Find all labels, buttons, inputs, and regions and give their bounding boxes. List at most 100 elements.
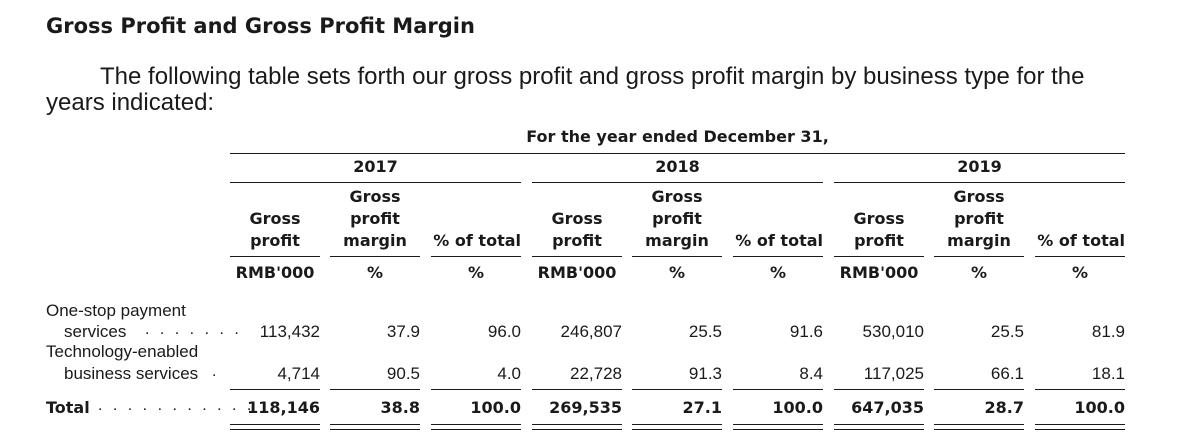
total-cell: 100.0 bbox=[470, 398, 521, 417]
row-label-line1: Technology-enabled bbox=[46, 342, 199, 361]
cell: 25.5 bbox=[990, 322, 1024, 341]
col-header-profit: profit bbox=[552, 231, 602, 250]
col-rule bbox=[632, 256, 722, 257]
total-cell: 28.7 bbox=[984, 398, 1024, 417]
row-label-line1: One-stop payment bbox=[46, 301, 186, 320]
sum-rule bbox=[632, 389, 722, 390]
unit-pct: % bbox=[366, 263, 384, 282]
intro-paragraph: The following table sets forth our gross… bbox=[46, 64, 1136, 116]
col-rule bbox=[1035, 256, 1125, 257]
leader-dots: . . . . . . . bbox=[145, 321, 242, 338]
col-header-profit: profit bbox=[250, 231, 300, 250]
sum-rule bbox=[431, 389, 521, 390]
intro-text: The following table sets forth our gross… bbox=[46, 63, 1085, 116]
sum-rule bbox=[733, 389, 823, 390]
unit-rmb: RMB'000 bbox=[537, 263, 617, 282]
unit-rmb: RMB'000 bbox=[839, 263, 919, 282]
total-double-rule bbox=[330, 424, 420, 430]
unit-pct: % bbox=[1071, 263, 1089, 282]
col-rule bbox=[230, 256, 320, 257]
cell: 4,714 bbox=[277, 364, 320, 383]
unit-pct: % bbox=[668, 263, 686, 282]
col-header-margin-l3: margin bbox=[343, 231, 407, 250]
cell: 90.5 bbox=[386, 364, 420, 383]
total-double-rule bbox=[934, 424, 1024, 430]
total-cell: 118,146 bbox=[247, 398, 320, 417]
total-cell: 38.8 bbox=[380, 398, 420, 417]
row-label-line2: business services bbox=[64, 364, 199, 383]
col-header-gross: Gross bbox=[551, 209, 603, 228]
sum-rule bbox=[230, 389, 320, 390]
col-header-margin-l3: margin bbox=[645, 231, 709, 250]
unit-pct: % bbox=[970, 263, 988, 282]
col-header-pct-total: % of total bbox=[1037, 231, 1125, 250]
cell: 91.3 bbox=[688, 364, 722, 383]
col-header-margin-l1: Gross bbox=[953, 187, 1005, 206]
sum-rule bbox=[1035, 389, 1125, 390]
total-cell: 647,035 bbox=[851, 398, 924, 417]
period-header: For the year ended December 31, bbox=[526, 127, 829, 146]
sum-rule bbox=[834, 389, 924, 390]
cell: 4.0 bbox=[497, 364, 521, 383]
cell: 37.9 bbox=[386, 322, 420, 341]
col-header-pct-total: % of total bbox=[433, 231, 521, 250]
cell: 91.6 bbox=[789, 322, 823, 341]
col-header-margin-l1: Gross bbox=[651, 187, 703, 206]
total-double-rule bbox=[532, 424, 622, 430]
leader-dots: . bbox=[212, 363, 220, 380]
col-rule bbox=[330, 256, 420, 257]
year-rule-2017 bbox=[230, 182, 521, 183]
col-header-margin-l3: margin bbox=[947, 231, 1011, 250]
col-rule bbox=[733, 256, 823, 257]
unit-pct: % bbox=[467, 263, 485, 282]
unit-rmb: RMB'000 bbox=[235, 263, 315, 282]
cell: 81.9 bbox=[1091, 322, 1125, 341]
cell: 18.1 bbox=[1091, 364, 1125, 383]
year-2017: 2017 bbox=[353, 157, 398, 176]
year-2018: 2018 bbox=[655, 157, 700, 176]
sum-rule bbox=[934, 389, 1024, 390]
leader-dots: . . . . . . . . . . . bbox=[98, 397, 255, 414]
cell: 117,025 bbox=[863, 364, 924, 383]
year-2019: 2019 bbox=[957, 157, 1002, 176]
sum-rule bbox=[532, 389, 622, 390]
col-header-profit: profit bbox=[854, 231, 904, 250]
col-header-pct-total: % of total bbox=[735, 231, 823, 250]
col-rule bbox=[834, 256, 924, 257]
cell: 96.0 bbox=[487, 322, 521, 341]
col-rule bbox=[532, 256, 622, 257]
total-cell: 27.1 bbox=[682, 398, 722, 417]
cell: 8.4 bbox=[799, 364, 823, 383]
section-heading: Gross Profit and Gross Profit Margin bbox=[46, 14, 475, 38]
cell: 66.1 bbox=[990, 364, 1024, 383]
col-header-gross: Gross bbox=[853, 209, 905, 228]
total-cell: 100.0 bbox=[1074, 398, 1125, 417]
col-header-gross: Gross bbox=[249, 209, 301, 228]
col-rule bbox=[934, 256, 1024, 257]
total-double-rule bbox=[834, 424, 924, 430]
unit-pct: % bbox=[769, 263, 787, 282]
cell: 25.5 bbox=[688, 322, 722, 341]
total-label: Total bbox=[46, 398, 90, 417]
total-double-rule bbox=[733, 424, 823, 430]
total-double-rule bbox=[632, 424, 722, 430]
total-cell: 100.0 bbox=[772, 398, 823, 417]
total-cell: 269,535 bbox=[549, 398, 622, 417]
total-double-rule bbox=[1035, 424, 1125, 430]
cell: 530,010 bbox=[862, 322, 924, 341]
col-header-margin-l2: profit bbox=[652, 209, 702, 228]
cell: 246,807 bbox=[560, 322, 622, 341]
cell: 22,728 bbox=[570, 364, 622, 383]
sum-rule bbox=[330, 389, 420, 390]
year-rule-2019 bbox=[834, 182, 1125, 183]
col-rule bbox=[431, 256, 521, 257]
total-double-rule bbox=[230, 424, 320, 430]
col-header-margin-l2: profit bbox=[954, 209, 1004, 228]
header-rule bbox=[230, 153, 1125, 154]
year-rule-2018 bbox=[532, 182, 823, 183]
row-label-line2: services bbox=[64, 322, 127, 341]
total-double-rule bbox=[431, 424, 521, 430]
col-header-margin-l1: Gross bbox=[349, 187, 401, 206]
col-header-margin-l2: profit bbox=[350, 209, 400, 228]
cell: 113,432 bbox=[259, 322, 320, 341]
